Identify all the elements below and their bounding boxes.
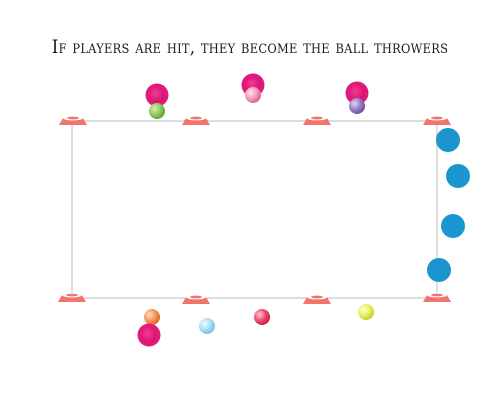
field-boundary (71, 120, 438, 299)
player-thrower (137, 323, 161, 347)
ball-red (254, 309, 270, 325)
cone (423, 115, 451, 125)
player-thrower (145, 83, 169, 107)
player-runner (441, 214, 465, 238)
cone (303, 294, 331, 304)
ball-light-blue (199, 318, 215, 334)
cone (59, 115, 87, 125)
cone (182, 294, 210, 304)
ball-purple (349, 98, 365, 114)
diagram-title: If players are hit, they become the ball… (51, 36, 449, 58)
cone (423, 292, 451, 302)
player-runner (446, 164, 470, 188)
player-runner (436, 128, 460, 152)
player-thrower (345, 81, 369, 105)
ball-yellow (358, 304, 374, 320)
ball-pink (245, 87, 261, 103)
player-runner (427, 258, 451, 282)
cone (303, 115, 331, 125)
ball-green (149, 103, 165, 119)
cone (58, 292, 86, 302)
cone (182, 115, 210, 125)
ball-orange (144, 309, 160, 325)
